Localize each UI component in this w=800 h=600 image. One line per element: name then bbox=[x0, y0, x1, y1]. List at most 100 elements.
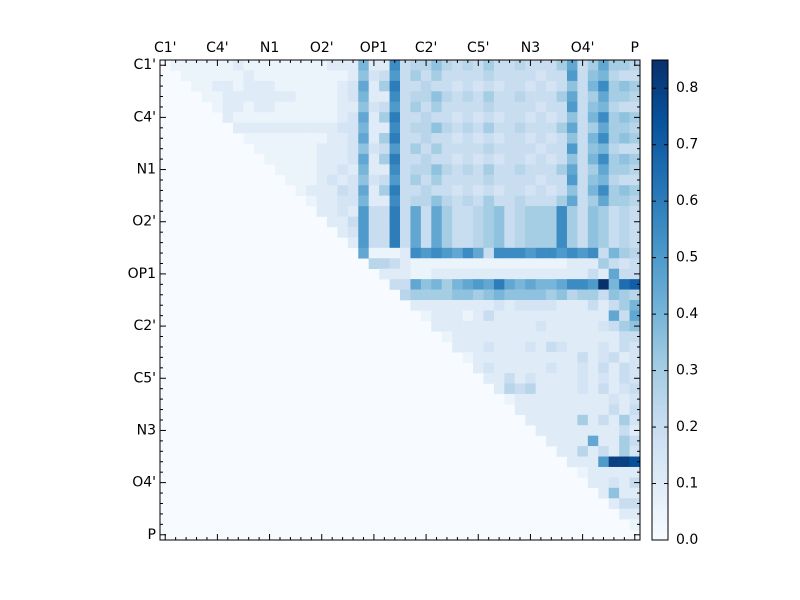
cell bbox=[420, 153, 432, 165]
cell bbox=[535, 425, 547, 436]
cell bbox=[619, 195, 630, 207]
cell bbox=[619, 477, 630, 489]
cell bbox=[608, 331, 620, 343]
cell bbox=[587, 362, 599, 374]
cell bbox=[556, 425, 568, 436]
cell bbox=[577, 122, 589, 134]
cell bbox=[243, 80, 255, 92]
cell bbox=[410, 216, 422, 228]
cell bbox=[535, 352, 547, 363]
cell bbox=[222, 60, 234, 71]
cell bbox=[253, 122, 265, 134]
cell bbox=[212, 91, 223, 103]
cell bbox=[400, 101, 411, 113]
cell bbox=[629, 122, 641, 134]
cell bbox=[410, 91, 422, 103]
cell bbox=[233, 101, 244, 113]
cell bbox=[629, 404, 641, 416]
cell bbox=[546, 247, 557, 259]
cell bbox=[400, 289, 411, 301]
cell bbox=[410, 80, 422, 92]
cell bbox=[410, 174, 422, 186]
cell bbox=[483, 362, 495, 374]
cell bbox=[566, 362, 578, 374]
cell bbox=[608, 289, 620, 301]
cell bbox=[587, 341, 599, 353]
cell bbox=[483, 164, 495, 176]
plot-frame bbox=[159, 59, 641, 541]
cell bbox=[473, 289, 484, 301]
cell bbox=[316, 122, 328, 134]
cell bbox=[525, 122, 536, 134]
cell bbox=[629, 341, 641, 353]
cell bbox=[525, 393, 536, 405]
cell bbox=[347, 101, 359, 113]
cell bbox=[441, 289, 453, 301]
cell bbox=[546, 133, 557, 144]
cell bbox=[368, 91, 380, 103]
cell bbox=[483, 341, 495, 353]
cell bbox=[452, 310, 463, 322]
cell bbox=[274, 143, 286, 155]
cell bbox=[629, 80, 641, 92]
cell bbox=[452, 320, 463, 332]
cell bbox=[546, 80, 557, 92]
cell bbox=[598, 373, 609, 384]
cell bbox=[358, 60, 369, 71]
cell bbox=[295, 153, 307, 165]
cell bbox=[556, 404, 568, 416]
cell bbox=[546, 112, 557, 123]
cell bbox=[295, 91, 307, 103]
cell bbox=[483, 247, 495, 259]
cell bbox=[608, 352, 620, 363]
cell bbox=[556, 393, 568, 405]
cell bbox=[473, 310, 484, 322]
cell bbox=[608, 383, 620, 395]
cell bbox=[389, 247, 401, 259]
cell bbox=[535, 226, 547, 238]
colorbar-tick-label: 0.4 bbox=[676, 306, 698, 322]
cell bbox=[535, 60, 547, 71]
cell bbox=[441, 195, 453, 207]
cell bbox=[598, 383, 609, 395]
cell bbox=[619, 393, 630, 405]
cell bbox=[566, 153, 578, 165]
cell bbox=[608, 206, 620, 217]
cell bbox=[264, 80, 276, 92]
cell bbox=[535, 195, 547, 207]
cell bbox=[535, 320, 547, 332]
cell bbox=[441, 331, 453, 343]
cell bbox=[629, 446, 641, 457]
cell bbox=[493, 206, 505, 217]
cell bbox=[587, 310, 599, 322]
cell bbox=[462, 237, 474, 249]
cell bbox=[400, 164, 411, 176]
cell bbox=[462, 80, 474, 92]
cell bbox=[514, 153, 526, 165]
cell bbox=[201, 70, 213, 82]
cell bbox=[535, 341, 547, 353]
cell bbox=[629, 300, 641, 311]
cell bbox=[587, 60, 599, 71]
cell bbox=[233, 112, 244, 123]
cell bbox=[514, 206, 526, 217]
cell bbox=[274, 80, 286, 92]
cell bbox=[389, 226, 401, 238]
cell bbox=[619, 268, 630, 280]
cell bbox=[326, 185, 338, 196]
cell bbox=[577, 101, 589, 113]
cell bbox=[337, 153, 349, 165]
cell bbox=[525, 70, 536, 82]
cell bbox=[473, 300, 484, 311]
cell bbox=[285, 112, 296, 123]
cell bbox=[316, 164, 328, 176]
cell bbox=[264, 153, 276, 165]
cell bbox=[546, 425, 557, 436]
cell bbox=[337, 91, 349, 103]
cell bbox=[566, 237, 578, 249]
cell bbox=[295, 185, 307, 196]
cell bbox=[556, 414, 568, 426]
cell bbox=[253, 60, 265, 71]
cell bbox=[420, 164, 432, 176]
